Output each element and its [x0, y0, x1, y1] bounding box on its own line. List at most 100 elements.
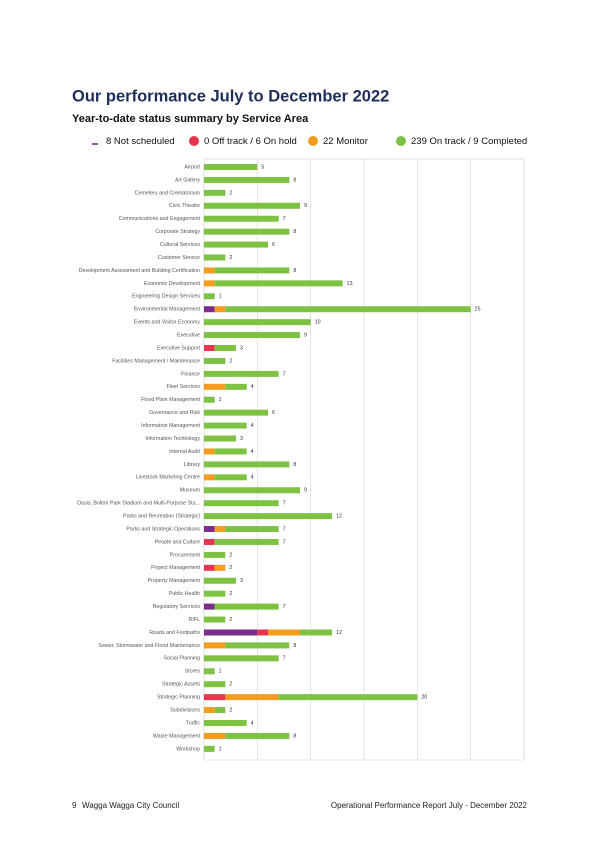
legend-label: 239 On track / 9 Completed: [411, 136, 527, 147]
bar-segment: [204, 357, 226, 364]
total-label: 7: [283, 501, 286, 507]
total-label: 3: [240, 345, 243, 351]
bar-segment: [204, 409, 268, 416]
category-label: Development Assessment and Building Cert…: [79, 268, 200, 274]
category-label: Environmental Management: [134, 307, 201, 313]
category-label: Facilities Management / Maintenance: [112, 358, 200, 364]
total-label: 7: [283, 216, 286, 222]
category-label: Waste Management: [153, 733, 201, 739]
bar-segment: [214, 280, 343, 287]
category-label: Airport: [184, 164, 200, 170]
bar-segment: [204, 228, 290, 235]
category-label: Engineering Design Services: [132, 294, 200, 300]
bar-segment: [214, 707, 226, 714]
bar-segment: [225, 526, 279, 533]
bar-segment: [214, 345, 236, 352]
bar-segment: [204, 254, 226, 261]
bar-segment: [214, 474, 247, 481]
category-label: Information Management: [141, 423, 200, 429]
bar-segment: [204, 202, 300, 209]
category-label: People and Culture: [155, 539, 200, 545]
bar-segment: [204, 745, 215, 752]
bar-segment: [204, 241, 268, 248]
bar-segment: [204, 487, 300, 494]
bar-segment: [214, 448, 247, 455]
bar-segment: [204, 642, 226, 649]
bar-segment: [204, 370, 279, 377]
category-label: Finance: [181, 371, 200, 377]
category-label: Economic Development: [144, 281, 200, 287]
total-label: 1: [219, 669, 222, 675]
total-label: 12: [336, 630, 342, 636]
category-label: Property Management: [148, 578, 201, 584]
bar-segment: [225, 642, 290, 649]
bar-segment: [204, 551, 226, 558]
total-label: 2: [229, 358, 232, 364]
total-label: 8: [293, 177, 296, 183]
category-label: Library: [184, 462, 201, 468]
total-label: 1: [219, 397, 222, 403]
bar-segment: [204, 500, 279, 507]
bar-segment: [204, 422, 247, 429]
bar-segment: [214, 306, 226, 313]
bar-segment: [225, 732, 290, 739]
category-label: Communications and Engagement: [119, 216, 201, 222]
category-label: Fleet Services: [166, 384, 200, 390]
bar-segment: [225, 383, 247, 390]
category-label: Information Technology: [145, 436, 200, 442]
total-label: 9: [304, 332, 307, 338]
category-label: Public Health: [169, 591, 200, 597]
bar-segment: [204, 267, 215, 274]
total-label: 2: [229, 255, 232, 261]
total-label: 25: [475, 307, 481, 313]
category-label: Executive: [177, 332, 200, 338]
legend-marker: [308, 136, 318, 146]
legend-marker: [396, 136, 406, 146]
bar-segment: [204, 577, 236, 584]
category-label: Cultural Services: [160, 242, 200, 248]
category-label: Strategic Assets: [162, 682, 200, 688]
category-label: Regulatory Services: [153, 604, 201, 610]
total-label: 6: [272, 242, 275, 248]
bar-segment: [204, 655, 279, 662]
bar-segment: [204, 694, 226, 701]
total-label: 3: [240, 436, 243, 442]
bar-segment: [204, 526, 215, 533]
total-label: 2: [229, 617, 232, 623]
title: Our performance July to December 2022: [72, 87, 389, 105]
total-label: 12: [336, 514, 342, 520]
category-label: Executive Support: [157, 345, 201, 351]
bar-segment: [278, 694, 418, 701]
category-label: Museum: [180, 488, 201, 494]
category-label: Governance and Risk: [149, 410, 200, 416]
category-label: Livestock Marketing Centre: [136, 475, 200, 481]
bar-segment: [204, 293, 215, 300]
category-label: Oasis, Bolton Park Stadium and Multi-Pur…: [77, 501, 200, 507]
total-label: 7: [283, 526, 286, 532]
total-label: 8: [293, 643, 296, 649]
total-label: 1: [219, 294, 222, 300]
total-label: 2: [229, 190, 232, 196]
category-label: Civic Theatre: [169, 203, 200, 209]
legend-label: 22 Monitor: [323, 136, 368, 147]
bar-segment: [204, 732, 226, 739]
bar-segment: [225, 694, 279, 701]
total-label: 2: [229, 682, 232, 688]
bar-segment: [204, 707, 215, 714]
category-label: Project Management: [151, 565, 200, 571]
subtitle: Year-to-date status summary by Service A…: [72, 113, 309, 125]
category-label: Customer Service: [158, 255, 200, 261]
category-label: Subdivisions: [170, 707, 200, 713]
total-label: 8: [293, 733, 296, 739]
total-label: 7: [283, 371, 286, 377]
bar-segment: [257, 629, 268, 636]
bar-segment: [204, 319, 311, 326]
category-label: Corporate Strategy: [155, 229, 200, 235]
bar-segment: [214, 267, 290, 274]
total-label: 4: [251, 384, 254, 390]
total-label: 6: [272, 410, 275, 416]
footer-right: Operational Performance Report July - De…: [331, 801, 528, 810]
bar-segment: [204, 332, 300, 339]
